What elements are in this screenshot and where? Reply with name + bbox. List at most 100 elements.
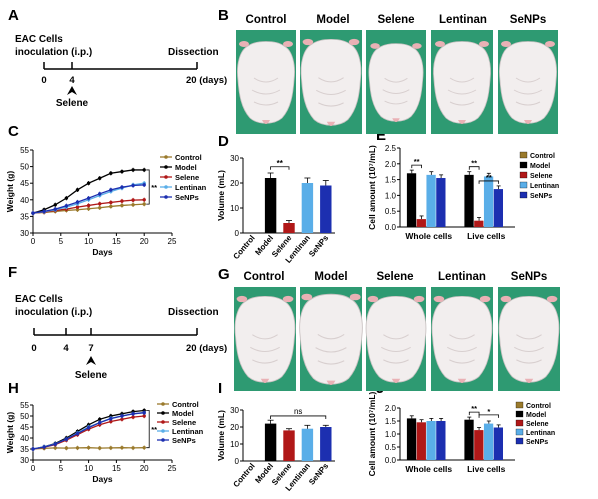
timeline-a-line1: EAC Cells [15,34,63,45]
h-ytick-label-45: 45 [20,423,29,432]
j-significance-label-1: * [487,407,490,416]
timeline-f: EAC Cells inoculation (i.p.) Dissection … [15,294,227,381]
panel-letter-a: A [8,7,19,24]
h-point-senps-10 [142,411,146,415]
h-legend-label-senps: SeNPs [172,436,196,445]
timeline-f-tick-label-0: 0 [31,343,36,354]
c-legend-label-model: Model [175,163,197,172]
c-point-selene-4 [75,205,80,209]
h-point-selene-10 [142,414,146,418]
h-ytick-label-50: 50 [20,412,29,421]
c-point-model-9 [131,168,135,172]
h-point-selene-9 [131,415,135,419]
e-ytick-label-1: 1.0 [385,191,397,200]
h-point-control-9 [131,446,135,450]
c-point-control-6 [98,206,102,210]
timeline-f-line2: inoculation (i.p.) [15,307,92,318]
h-point-control-2 [53,446,57,450]
timeline-a: EAC Cells inoculation (i.p.) Dissection … [15,34,227,109]
h-point-control-10 [142,445,146,450]
timeline-a-tick-label-4: 4 [69,75,75,86]
c-point-control-10 [142,202,146,206]
e-legend-swatch-lentinan [519,181,528,189]
h-legend-label-control: Control [172,400,199,409]
h-significance-bracket [146,410,150,449]
e-significance-label-2: ** [486,173,492,182]
photo-b-label-selene: Selene [377,14,414,26]
j-ytick-label-0: 0.0 [385,456,397,465]
e-legend-swatch-model [519,161,528,169]
e-ytick-label-0.5: 0.5 [385,207,397,216]
i-bar-senps [320,427,332,461]
h-point-senps-8 [120,414,124,418]
timeline-a-tick-label-0: 0 [41,75,46,86]
h-xtick-label-5: 5 [59,464,64,473]
c-point-control-8 [120,203,124,208]
h-point-senps-3 [64,437,69,441]
photo-g-label-senps: SeNPs [511,271,547,283]
photo-g-label-selene: Selene [376,271,413,283]
c-ytick-label-35: 35 [20,212,29,221]
h-point-senps-7 [109,416,113,421]
c-point-control-4 [75,208,80,212]
weight-chart-h: 30 35 40 45 50 55 0 5 10 15 20 25 Days Weight (g) Cont… [5,400,204,484]
c-point-model-8 [120,169,124,174]
d-ytick-label-30: 30 [230,154,239,163]
h-point-selene-8 [120,417,124,421]
d-ytick-label-10: 10 [230,204,239,213]
i-ytick-label-30: 30 [230,406,239,415]
e-legend-label-selene: Selene [530,173,553,180]
j-ytick-label-1.5: 1.5 [385,417,397,426]
h-significance-label: ** [151,425,157,434]
panel-letter-g: G [218,266,230,283]
j-legend-swatch-model [515,410,524,418]
c-legend-label-senps: SeNPs [175,193,199,202]
i-significance-label: ns [294,407,302,416]
timeline-f-line1: EAC Cells [15,294,63,305]
e-ytick-label-2: 2.0 [385,160,397,169]
j-legend-label-model: Model [526,412,546,419]
e-bar-live-cells-selene [474,220,484,227]
c-point-model-2 [53,203,57,207]
c-point-control-7 [109,204,113,209]
timeline-f-end-label: Dissection [168,307,219,318]
photo-g-label-control: Control [244,271,285,283]
c-legend-marker-selene [164,175,168,179]
c-legend-marker-control [164,155,168,159]
panel-letter-i: I [218,380,222,397]
c-point-selene-7 [109,200,113,205]
j-bar-whole-cells-model [406,418,417,460]
e-legend-label-control: Control [530,153,555,160]
c-ytick-label-55: 55 [20,146,29,155]
c-significance-bracket [146,169,150,205]
e-legend-swatch-senps [519,191,528,199]
c-xtick-label-20: 20 [140,237,149,246]
c-legend-label-lentinan: Lentinan [175,183,207,192]
c-point-selene-8 [120,199,124,203]
i-category-label-senps: SeNPs [307,461,331,487]
j-legend-swatch-lentinan [515,428,524,436]
e-significance-bracket-0 [411,164,422,169]
c-x-axis-title: Days [92,247,113,257]
c-significance-label: ** [151,183,157,192]
timeline-f-tick-label-7: 7 [88,343,93,354]
c-legend-marker-model [164,165,168,169]
h-legend-marker-lentinan [161,429,165,433]
panel-letter-d: D [218,133,229,150]
j-bar-live-cells-lentinan [483,423,494,460]
c-xtick-label-15: 15 [112,237,121,246]
e-legend-label-model: Model [530,163,550,170]
j-significance-bracket-1 [478,414,500,418]
c-point-senps-9 [131,183,135,188]
timeline-a-arrow-icon [67,86,77,95]
h-xtick-label-10: 10 [84,464,93,473]
e-bar-live-cells-model [464,174,474,227]
h-legend-label-model: Model [172,409,194,418]
h-point-control-6 [98,446,102,450]
timeline-a-tick-label-20: 20 (days) [186,75,227,86]
h-legend-marker-model [161,411,165,415]
c-point-model-4 [75,188,80,192]
c-point-selene-9 [131,198,135,202]
c-legend-marker-lentinan [164,185,168,189]
